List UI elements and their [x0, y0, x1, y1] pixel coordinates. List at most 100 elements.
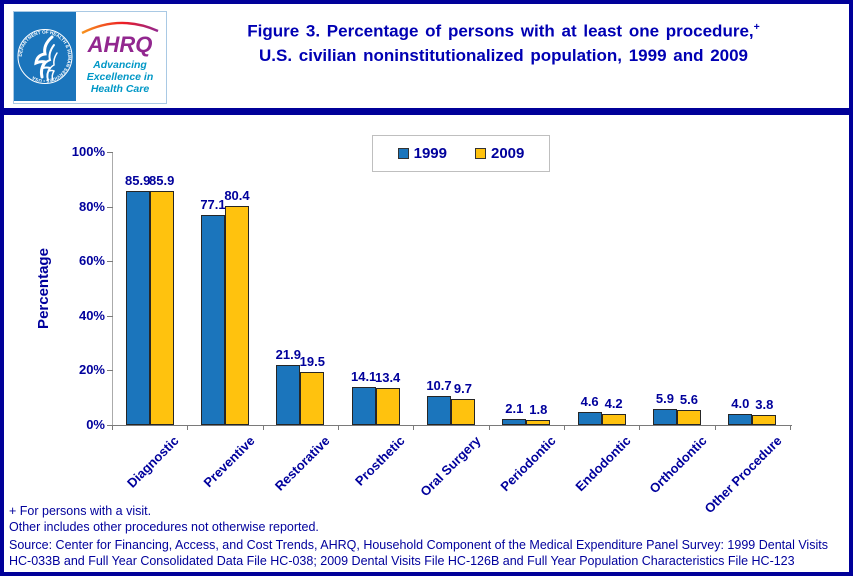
bar-value-label: 10.7 [426, 377, 452, 393]
bar-1999-restorative [276, 365, 301, 425]
header-divider [4, 108, 849, 115]
y-tick-label-0: 0% [86, 417, 105, 432]
bar-2009-other-procedure [752, 414, 777, 425]
bar-1999-diagnostic [125, 190, 150, 425]
footnote-visit: + For persons with a visit. [9, 504, 152, 518]
bar-value-label: 85.9 [125, 172, 151, 188]
bar-value-label: 19.5 [299, 353, 325, 369]
y-tick-mark [107, 425, 113, 426]
hhs-logo-background [14, 12, 76, 101]
y-axis-line [112, 152, 113, 426]
bar-value-label: 2.1 [505, 401, 524, 417]
category-group-endodontic: 4.6 4.2 [564, 152, 639, 425]
figure-title-text1: Figure 3. Percentage of persons with at … [247, 21, 754, 41]
plot-bars: 85.9 85.9 77.1 80.4 21.9 19.5 14.1 13.4 10.7 9.7 2… [112, 152, 790, 425]
bar-value-label: 4.0 [731, 396, 750, 412]
category-group-diagnostic: 85.9 85.9 [112, 152, 187, 425]
bar-slot: 4.2 [601, 152, 626, 425]
bar-slot: 80.4 [224, 152, 250, 425]
figure-title-line2: U.S. civilian noninstitutionalized popul… [258, 45, 749, 65]
bar-value-label: 9.7 [453, 380, 473, 396]
legend-item-1999: 1999 [397, 145, 447, 162]
legend: 1999 2009 [372, 135, 550, 172]
bar-value-label: 77.1 [200, 196, 226, 212]
figure-title-superscript: + [753, 21, 760, 33]
ahrq-hhs-logo: DEPARTMENT OF HEALTH & HUMAN SERVICES • … [13, 11, 167, 104]
bar-value-label: 13.4 [374, 370, 401, 386]
category-group-other-procedure: 4.0 3.8 [715, 152, 790, 425]
source-note-line2: HC-033B and Full Year Consolidated Data … [9, 554, 795, 568]
bar-2009-periodontic [526, 420, 551, 425]
bar-2009-endodontic [601, 413, 626, 425]
bar-slot: 77.1 [200, 152, 226, 425]
bar-value-label: 14.1 [350, 368, 377, 384]
bar-2009-restorative [300, 371, 325, 425]
x-axis-line [112, 425, 792, 426]
bar-1999-endodontic [577, 412, 602, 425]
bar-slot: 19.5 [299, 152, 325, 425]
bar-value-label: 5.9 [655, 390, 674, 406]
y-tick-label-60: 60% [78, 253, 105, 269]
bar-value-label: 3.8 [755, 396, 774, 412]
bar-slot: 10.7 [426, 152, 452, 425]
source-note: Source: Center for Financing, Access, an… [9, 537, 843, 569]
category-group-orthodontic: 5.9 5.6 [639, 152, 714, 425]
y-tick-mark [107, 315, 113, 317]
x-tick-mark [187, 425, 189, 430]
x-tick-mark [488, 425, 490, 430]
x-tick-mark [112, 425, 113, 430]
y-tick-mark [107, 152, 113, 153]
bar-value-label: 4.6 [580, 394, 599, 410]
bar-value-label: 4.2 [604, 395, 623, 411]
bar-2009-preventive [224, 205, 249, 425]
chart-area: 1999 2009 Percentage 0% 20% 40% 60% 80% 100% 8… [4, 115, 849, 572]
x-tick-mark [639, 425, 641, 430]
bar-slot: 2.1 [502, 152, 527, 425]
ahrq-tagline-line1: Advancing [92, 59, 147, 71]
bar-value-label: 85.9 [149, 172, 175, 188]
x-tick-mark [413, 425, 415, 430]
x-tick-mark [338, 425, 339, 430]
ahrq-tagline-line3: Health Care [91, 83, 150, 95]
bar-1999-periodontic [502, 419, 527, 425]
category-group-prosthetic: 14.1 13.4 [338, 152, 413, 425]
category-group-oral-surgery: 10.7 9.7 [413, 152, 488, 425]
legend-swatch-1999 [397, 148, 409, 159]
bar-1999-oral-surgery [426, 395, 451, 425]
legend-swatch-2009 [475, 148, 486, 159]
y-tick-mark [107, 370, 113, 372]
y-tick-label-40: 40% [78, 307, 105, 323]
bar-2009-oral-surgery [450, 398, 475, 425]
hhs-ahrq-logo-graphic: DEPARTMENT OF HEALTH & HUMAN SERVICES • … [14, 12, 164, 101]
bar-1999-other-procedure [728, 414, 753, 425]
bar-value-label: 1.8 [529, 402, 548, 418]
bar-slot: 85.9 [125, 152, 151, 425]
figure-title-line1: Figure 3. Percentage of persons with at … [166, 15, 841, 44]
y-tick-label-80: 80% [78, 198, 105, 214]
bar-slot: 13.4 [374, 152, 401, 425]
legend-item-2009: 2009 [475, 145, 524, 162]
y-tick-label-100: 100% [71, 144, 105, 159]
ahrq-acronym: AHRQ [87, 32, 153, 57]
bar-2009-prosthetic [375, 388, 400, 425]
bar-slot: 1.8 [526, 152, 551, 425]
ahrq-tagline-line2: Excellence in [87, 71, 154, 83]
bar-value-label: 21.9 [275, 347, 301, 363]
plot: 85.9 85.9 77.1 80.4 21.9 19.5 14.1 13.4 10.7 9.7 2… [107, 152, 792, 430]
category-group-preventive: 77.1 80.4 [187, 152, 262, 425]
bar-slot: 14.1 [350, 152, 377, 425]
bar-1999-orthodontic [652, 408, 677, 425]
bar-slot: 3.8 [752, 152, 777, 425]
figure-title: Figure 3. Percentage of persons with at … [166, 15, 841, 68]
legend-label-1999: 1999 [413, 145, 447, 162]
x-tick-mark [564, 425, 565, 430]
bar-1999-preventive [200, 214, 225, 425]
bar-slot: 21.9 [275, 152, 301, 425]
bar-slot: 5.6 [676, 152, 701, 425]
y-tick-mark [107, 206, 113, 208]
legend-label-2009: 2009 [491, 145, 525, 162]
x-tick-mark [714, 425, 716, 430]
bar-2009-orthodontic [676, 409, 701, 425]
bar-2009-diagnostic [149, 190, 174, 425]
